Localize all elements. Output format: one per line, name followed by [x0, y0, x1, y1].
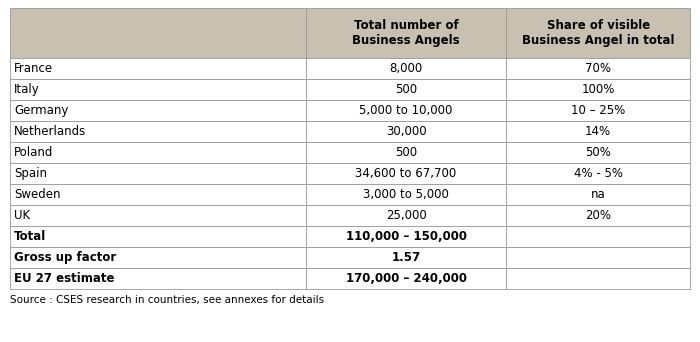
Bar: [10, 142, 306, 163]
Text: 20%: 20%: [585, 209, 611, 222]
Text: Poland: Poland: [14, 146, 53, 159]
Bar: [506, 226, 690, 247]
Text: EU 27 estimate: EU 27 estimate: [14, 272, 115, 285]
Text: 3,000 to 5,000: 3,000 to 5,000: [363, 188, 449, 201]
Text: 170,000 – 240,000: 170,000 – 240,000: [346, 272, 467, 285]
Bar: [306, 8, 506, 58]
Bar: [10, 226, 306, 247]
Bar: [306, 142, 506, 163]
Text: Source : CSES research in countries, see annexes for details: Source : CSES research in countries, see…: [10, 295, 324, 305]
Text: 110,000 – 150,000: 110,000 – 150,000: [346, 230, 467, 243]
Bar: [10, 268, 306, 289]
Bar: [506, 184, 690, 205]
Text: Gross up factor: Gross up factor: [14, 251, 116, 264]
Bar: [306, 121, 506, 142]
Bar: [506, 79, 690, 100]
Bar: [306, 58, 506, 79]
Text: Sweden: Sweden: [14, 188, 60, 201]
Bar: [506, 247, 690, 268]
Text: Germany: Germany: [14, 104, 69, 117]
Text: 10 – 25%: 10 – 25%: [571, 104, 625, 117]
Bar: [306, 184, 506, 205]
Bar: [10, 100, 306, 121]
Text: 70%: 70%: [585, 62, 611, 75]
Bar: [506, 205, 690, 226]
Text: na: na: [591, 188, 606, 201]
Text: 100%: 100%: [582, 83, 615, 96]
Bar: [306, 100, 506, 121]
Bar: [506, 142, 690, 163]
Bar: [10, 205, 306, 226]
Bar: [10, 79, 306, 100]
Bar: [10, 184, 306, 205]
Text: 500: 500: [395, 146, 417, 159]
Text: Spain: Spain: [14, 167, 47, 180]
Bar: [506, 100, 690, 121]
Bar: [10, 58, 306, 79]
Text: 30,000: 30,000: [386, 125, 426, 138]
Bar: [10, 247, 306, 268]
Bar: [306, 163, 506, 184]
Text: 34,600 to 67,700: 34,600 to 67,700: [356, 167, 456, 180]
Text: 4% - 5%: 4% - 5%: [574, 167, 623, 180]
Text: Share of visible
Business Angel in total: Share of visible Business Angel in total: [522, 19, 675, 47]
Text: UK: UK: [14, 209, 30, 222]
Text: 8,000: 8,000: [389, 62, 423, 75]
Text: Italy: Italy: [14, 83, 40, 96]
Text: 50%: 50%: [585, 146, 611, 159]
Text: 500: 500: [395, 83, 417, 96]
Bar: [306, 79, 506, 100]
Bar: [506, 268, 690, 289]
Bar: [306, 247, 506, 268]
Bar: [506, 8, 690, 58]
Text: 5,000 to 10,000: 5,000 to 10,000: [359, 104, 453, 117]
Bar: [306, 226, 506, 247]
Text: 25,000: 25,000: [386, 209, 426, 222]
Text: France: France: [14, 62, 53, 75]
Bar: [506, 121, 690, 142]
Text: 14%: 14%: [585, 125, 611, 138]
Bar: [306, 268, 506, 289]
Bar: [10, 163, 306, 184]
Text: Total: Total: [14, 230, 46, 243]
Text: Netherlands: Netherlands: [14, 125, 86, 138]
Bar: [506, 163, 690, 184]
Text: 1.57: 1.57: [391, 251, 421, 264]
Text: Total number of
Business Angels: Total number of Business Angels: [352, 19, 460, 47]
Bar: [10, 8, 306, 58]
Bar: [506, 58, 690, 79]
Bar: [306, 205, 506, 226]
Bar: [10, 121, 306, 142]
